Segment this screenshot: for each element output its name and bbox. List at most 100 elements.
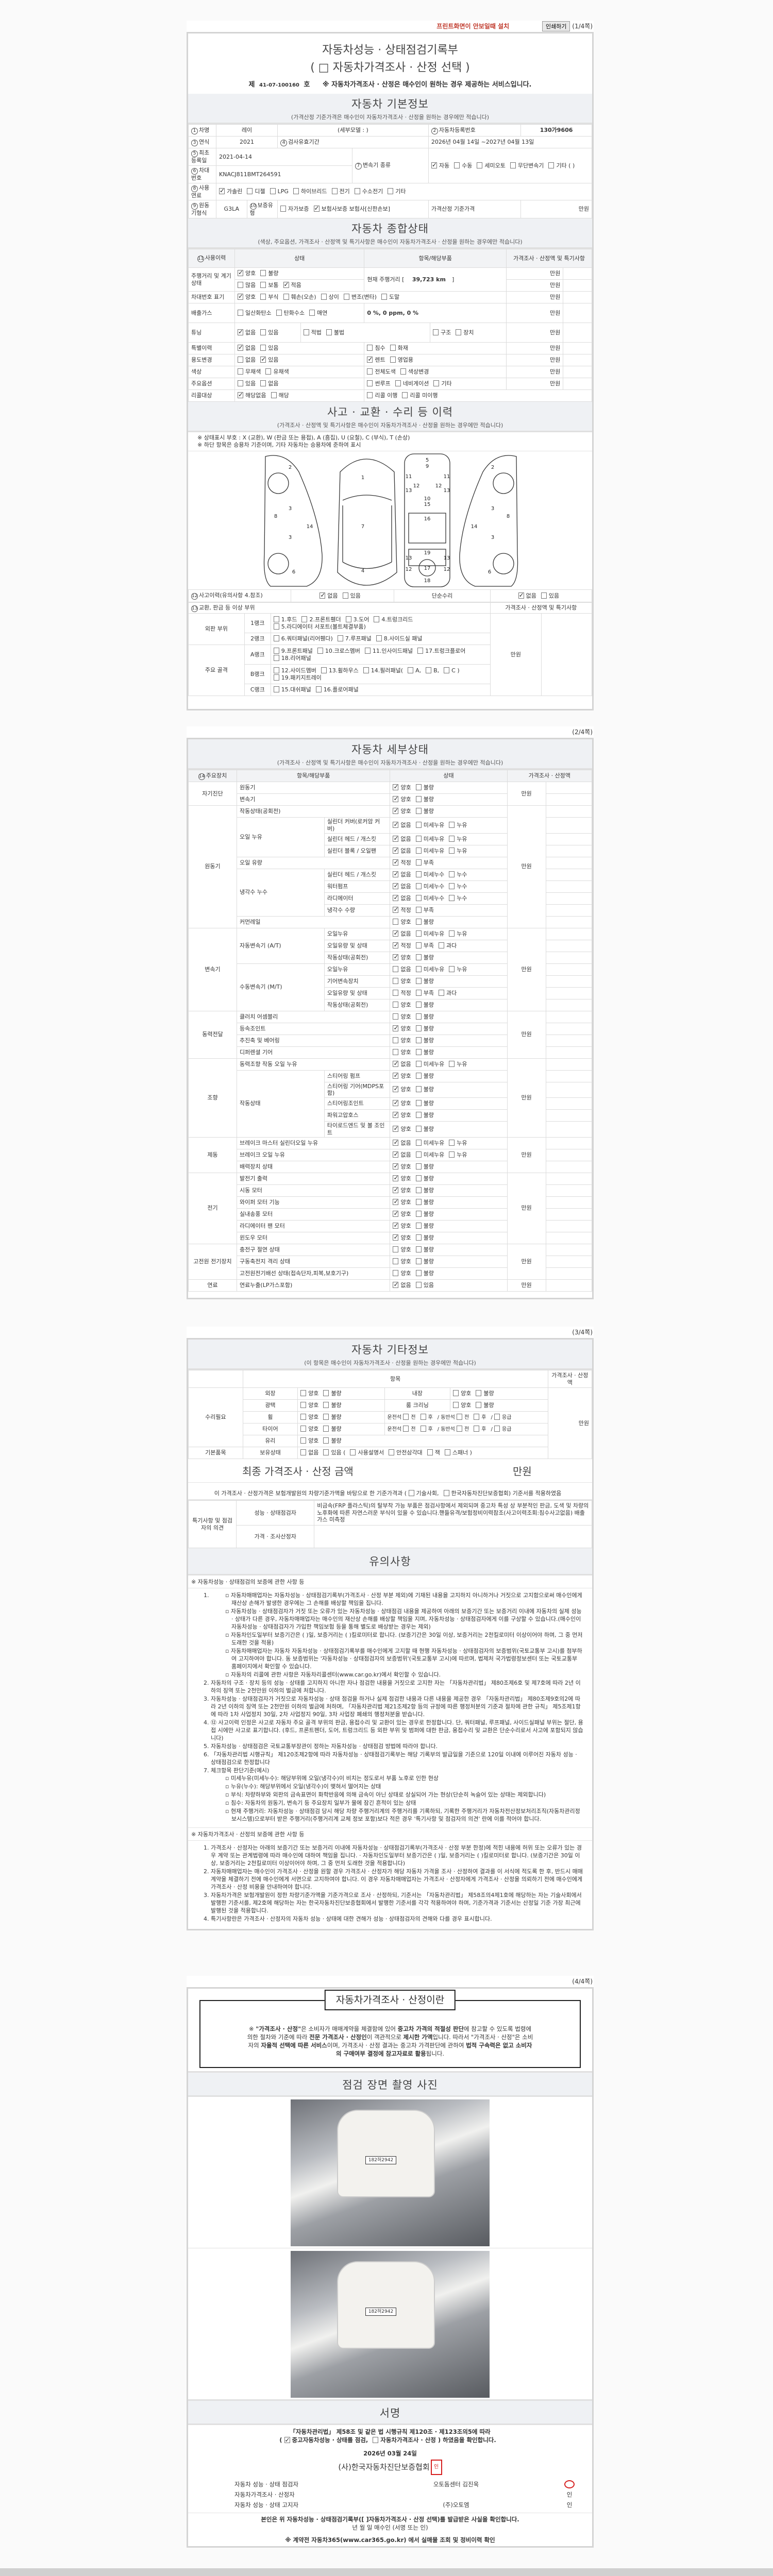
page-number: (4/4쪽) bbox=[187, 1976, 594, 1987]
label: 최초등록일 bbox=[191, 149, 210, 164]
table-row: 스티어링조인트 양호 불량 bbox=[189, 1097, 593, 1110]
price: 만원 bbox=[507, 1137, 546, 1173]
check-label: 10.크로스멤버 bbox=[325, 647, 360, 654]
check-label: 불량 bbox=[331, 1390, 342, 1397]
checks: 전체도색 색상변경 bbox=[364, 366, 507, 378]
checkbox-icon bbox=[393, 1258, 399, 1264]
check-item: 장치 bbox=[456, 329, 474, 336]
checkbox-icon bbox=[270, 188, 276, 195]
check-label: 미세누유 bbox=[423, 835, 445, 842]
table-row: 배력장치 상태 양호 불량 bbox=[189, 1160, 593, 1173]
table-row: 라디에이터 팬 모터 양호 불량 bbox=[189, 1219, 593, 1232]
print-button[interactable]: 인쇄하기 bbox=[542, 21, 570, 31]
check-label: 불량 bbox=[423, 977, 434, 985]
status-checks: 없음 미세누유 누유 bbox=[390, 1058, 508, 1071]
item-label: 냉각수 누수 bbox=[236, 868, 325, 917]
check-label: 부식 bbox=[268, 294, 279, 301]
note-item: 자동차매매업자는 매수인이 가격조사 · 산정을 원할 경우 가격조사 · 산정… bbox=[211, 1868, 584, 1891]
check-item: 수소전기 bbox=[354, 188, 383, 195]
checkbox-icon bbox=[415, 1125, 422, 1132]
price-note bbox=[545, 1121, 593, 1138]
status-checks: 양호 불량 bbox=[390, 1219, 508, 1232]
checkbox-icon bbox=[323, 1426, 329, 1432]
checks: 없음 있음 bbox=[234, 323, 301, 343]
checkbox-icon bbox=[415, 821, 422, 828]
check-label: 미세누유 bbox=[423, 965, 445, 973]
label: ] bbox=[451, 276, 455, 283]
checkbox-icon bbox=[415, 1037, 422, 1043]
bottom-scrollbar[interactable] bbox=[0, 2568, 773, 2576]
sub-item-label: 실린더 헤드 / 개스킷 bbox=[324, 868, 391, 881]
check-item: 양호 bbox=[393, 918, 411, 926]
checkbox-icon bbox=[415, 894, 422, 901]
check-item: 누유 bbox=[449, 847, 467, 855]
part-number-label: 17 bbox=[424, 566, 431, 571]
checkbox-icon bbox=[444, 667, 450, 673]
check-label: 불량 bbox=[423, 1025, 434, 1032]
check-label: 양호 bbox=[400, 796, 411, 803]
checkbox-icon bbox=[345, 616, 351, 622]
part-number-label: 13 bbox=[444, 488, 450, 494]
check-label: 불량 bbox=[423, 1258, 434, 1265]
checkbox-icon bbox=[415, 847, 422, 854]
check-prefix: ( bbox=[279, 2436, 284, 2444]
check-label: 누유 bbox=[457, 847, 467, 854]
about-title: 자동차가격조사 · 산정이란 bbox=[324, 1990, 456, 2010]
check-item: 불량 bbox=[415, 1037, 434, 1044]
check-item: 스패너 ) bbox=[444, 1449, 472, 1456]
status-checks: 적정 부족 bbox=[390, 904, 508, 917]
check-label: 없음 bbox=[268, 380, 279, 387]
print-install-link[interactable]: 프린트화면이 안보일때 설치 bbox=[436, 23, 510, 30]
checkbox-icon bbox=[403, 1425, 409, 1432]
checks: 렌트 영업용 bbox=[364, 354, 507, 366]
note-bullet: 자동차매매업자는 자동차성능 · 상태점검기록부(가격조사 · 산정 부분 제외… bbox=[231, 1591, 584, 1607]
check-item: 불량 bbox=[415, 1048, 434, 1056]
note-text: 체크항목 판단기준(예시) bbox=[211, 1767, 270, 1774]
check-item: 없음 bbox=[393, 1139, 411, 1147]
note-item: ⑫ 사고이력 인정은 사고로 자동차 주요 골격 부위의 판금, 용접수리 및 … bbox=[211, 1719, 584, 1742]
price-note bbox=[545, 833, 593, 845]
check-label: 없음 bbox=[400, 883, 411, 890]
check-prefix: 이 가격조사 · 산정가격은 보험개발원의 차량기준가액을 바탕으로 한 기준가… bbox=[214, 1490, 409, 1497]
check-label: 불량 bbox=[268, 270, 279, 277]
checked-box-icon bbox=[219, 187, 225, 195]
table-row: 실린더 헤드 / 개스킷 없음 미세누유 누유 bbox=[189, 833, 593, 845]
check-item: 18.리어패널 bbox=[273, 654, 311, 662]
checked-box-icon bbox=[283, 281, 289, 289]
item-label: 시동 모터 bbox=[236, 1184, 391, 1197]
checkbox-icon bbox=[393, 1037, 399, 1043]
table-row: 작동상태(공회전) 양호 불량 bbox=[189, 998, 593, 1011]
check-label: 불량 bbox=[423, 918, 434, 925]
checks: 양호 불량 bbox=[450, 1387, 548, 1400]
checkbox-icon bbox=[238, 380, 244, 387]
check-item: 양호 bbox=[393, 1246, 411, 1253]
check-label: 양호 bbox=[400, 1072, 411, 1079]
checkbox-icon bbox=[273, 635, 279, 642]
car-top-cabin bbox=[342, 495, 392, 569]
check-item: 기타 ( ) bbox=[548, 162, 575, 170]
check-item: 양호 bbox=[300, 1426, 318, 1433]
checked-box-icon bbox=[393, 1222, 399, 1229]
checkbox-icon bbox=[293, 188, 299, 195]
check-label: 있음 bbox=[268, 345, 279, 352]
checkbox-icon bbox=[415, 1060, 422, 1067]
status-checks: 양호 불량 bbox=[390, 1196, 508, 1209]
no-prefix: 제 bbox=[248, 81, 255, 89]
check-label: 전 bbox=[464, 1426, 469, 1432]
checkbox-icon bbox=[415, 1269, 422, 1276]
check-item: 부족 bbox=[415, 989, 434, 997]
checked-box-icon bbox=[393, 1281, 399, 1289]
part-number-label: 13 bbox=[406, 488, 412, 494]
checkbox-icon bbox=[415, 859, 422, 866]
association-name: (사)한국자동차진단보증협회 bbox=[338, 2462, 430, 2472]
fuel-checks: 가솔린 디젤 LPG 하이브리드 전기 수소전기 기타 bbox=[216, 183, 592, 200]
table-row: 윈도우 모터 양호 불량 bbox=[189, 1231, 593, 1244]
check-label: 없음 bbox=[400, 965, 411, 973]
device-category: 원동기 bbox=[188, 805, 237, 928]
checkbox-icon bbox=[300, 1426, 307, 1432]
check-item: 과다 bbox=[438, 989, 457, 997]
table-row: 자기진단원동기양호불량만원 bbox=[188, 782, 593, 806]
check-label: 과다 bbox=[446, 989, 457, 996]
